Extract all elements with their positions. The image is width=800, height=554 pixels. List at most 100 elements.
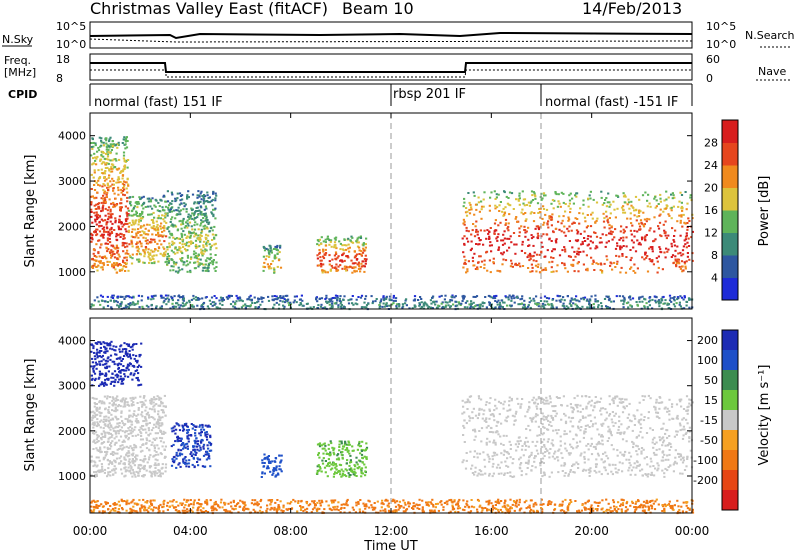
echo-cell bbox=[664, 220, 667, 223]
echo-cell bbox=[472, 307, 476, 310]
echo-cell bbox=[496, 236, 499, 238]
echo-cell bbox=[139, 234, 142, 237]
echo-cell bbox=[98, 407, 101, 410]
echo-cell bbox=[677, 252, 680, 255]
echo-cell bbox=[122, 365, 125, 367]
echo-cell bbox=[685, 304, 688, 307]
echo-cell bbox=[114, 452, 117, 455]
echo-cell bbox=[343, 259, 346, 262]
echo-cell bbox=[591, 217, 594, 220]
echo-cell bbox=[209, 444, 212, 447]
echo-cell bbox=[520, 225, 523, 228]
echo-cell bbox=[156, 444, 159, 447]
echo-cell bbox=[541, 269, 544, 272]
echo-cell bbox=[154, 432, 157, 435]
echo-cell bbox=[412, 299, 415, 302]
echo-cell bbox=[131, 214, 135, 217]
echo-cell bbox=[344, 441, 347, 444]
echo-cell bbox=[115, 152, 118, 155]
echo-cell bbox=[634, 271, 637, 274]
echo-cell bbox=[182, 299, 185, 302]
echo-cell bbox=[520, 297, 524, 300]
echo-cell bbox=[283, 298, 286, 301]
echo-cell bbox=[96, 342, 99, 345]
echo-cell bbox=[187, 465, 191, 468]
echo-cell bbox=[139, 450, 143, 453]
echo-cell bbox=[211, 304, 214, 307]
echo-cell bbox=[363, 258, 366, 260]
echo-cell bbox=[135, 377, 138, 379]
echo-cell bbox=[636, 304, 639, 307]
echo-cell bbox=[153, 204, 156, 207]
echo-cell bbox=[91, 357, 94, 360]
echo-cell bbox=[548, 475, 551, 478]
echo-cell bbox=[178, 203, 181, 206]
echo-cell bbox=[589, 306, 592, 309]
echo-cell bbox=[154, 458, 157, 461]
echo-cell bbox=[501, 263, 504, 266]
echo-cell bbox=[151, 255, 154, 258]
echo-cell bbox=[159, 217, 162, 220]
echo-cell bbox=[375, 298, 378, 300]
echo-cell bbox=[263, 453, 266, 456]
echo-cell bbox=[356, 237, 359, 240]
echo-cell bbox=[112, 376, 115, 379]
echo-cell bbox=[181, 240, 184, 243]
echo-cell bbox=[166, 190, 169, 193]
echo-cell bbox=[194, 441, 197, 444]
echo-cell bbox=[192, 424, 195, 426]
echo-cell bbox=[210, 442, 213, 445]
echo-cell bbox=[465, 237, 469, 240]
echo-cell bbox=[93, 471, 96, 474]
echo-cell bbox=[172, 429, 175, 432]
echo-cell bbox=[94, 142, 97, 145]
echo-cell bbox=[186, 241, 189, 244]
echo-cell bbox=[273, 271, 276, 274]
echo-cell bbox=[248, 298, 251, 301]
echo-cell bbox=[345, 244, 348, 247]
echo-cell bbox=[643, 305, 646, 308]
echo-cell bbox=[126, 469, 129, 472]
echo-cell bbox=[679, 221, 682, 224]
echo-cell bbox=[198, 245, 201, 248]
echo-cell bbox=[514, 443, 517, 446]
echo-cell bbox=[123, 242, 126, 245]
echo-cell bbox=[622, 306, 625, 309]
echo-cell bbox=[136, 249, 139, 252]
echo-cell bbox=[530, 234, 533, 237]
echo-cell bbox=[474, 203, 478, 206]
echo-cell bbox=[582, 263, 585, 266]
echo-cell bbox=[185, 260, 189, 263]
echo-cell bbox=[691, 401, 694, 404]
echo-cell bbox=[617, 428, 620, 431]
echo-cell bbox=[99, 446, 102, 449]
echo-cell bbox=[109, 428, 112, 431]
echo-cell bbox=[170, 218, 173, 221]
echo-cell bbox=[656, 271, 659, 274]
echo-cell bbox=[353, 256, 356, 259]
echo-cell bbox=[170, 202, 173, 205]
echo-cell bbox=[124, 436, 127, 439]
echo-cell bbox=[140, 299, 143, 302]
echo-cell bbox=[657, 464, 660, 467]
echo-cell bbox=[140, 245, 143, 248]
echo-cell bbox=[537, 305, 540, 308]
echo-cell bbox=[470, 247, 473, 250]
echo-cell bbox=[278, 303, 281, 306]
echo-cell bbox=[123, 265, 126, 268]
echo-cell bbox=[282, 304, 285, 307]
echo-cell bbox=[136, 402, 139, 404]
echo-cell bbox=[106, 166, 109, 169]
echo-cell bbox=[444, 304, 448, 307]
echo-cell bbox=[206, 453, 209, 456]
echo-cell bbox=[478, 303, 481, 306]
echo-cell bbox=[483, 259, 486, 262]
echo-cell bbox=[158, 422, 161, 425]
echo-cell bbox=[100, 137, 103, 140]
echo-cell bbox=[476, 233, 479, 236]
echo-cell bbox=[139, 198, 142, 201]
echo-cell bbox=[599, 269, 602, 272]
echo-cell bbox=[190, 241, 193, 244]
echo-cell bbox=[555, 270, 558, 273]
echo-cell bbox=[102, 194, 105, 197]
